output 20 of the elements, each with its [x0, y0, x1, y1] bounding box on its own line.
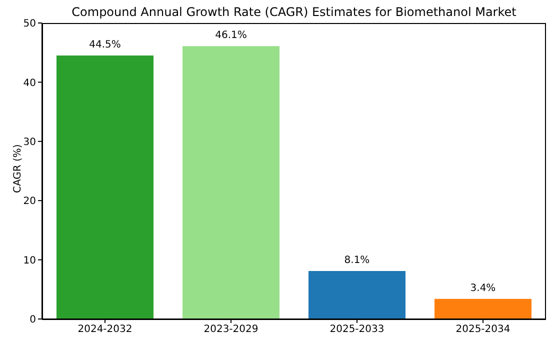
- y-tick-label: 10: [23, 255, 36, 266]
- bar: [434, 298, 532, 319]
- y-tick-label: 30: [23, 136, 36, 148]
- bar: [56, 56, 154, 319]
- bar: [308, 271, 406, 319]
- y-tick-label: 40: [23, 78, 36, 89]
- x-tick-label: 2023-2029: [204, 324, 258, 336]
- data-label: 8.1%: [344, 255, 370, 266]
- data-label: 44.5%: [89, 40, 121, 51]
- bar: [182, 46, 280, 319]
- y-axis-title: CAGR (%): [12, 144, 24, 193]
- x-tick-label: 2025-2033: [330, 324, 384, 336]
- chart-title: Compound Annual Growth Rate (CAGR) Estimates for Biomethanol Market: [70, 5, 518, 19]
- y-tick-label: 50: [23, 18, 36, 30]
- x-tick-label: 2025-2034: [456, 324, 510, 336]
- y-tick-label: 0: [30, 314, 36, 326]
- y-tick-label: 20: [23, 196, 36, 208]
- data-label: 46.1%: [215, 30, 247, 42]
- data-label: 3.4%: [470, 282, 496, 294]
- x-tick-label: 2024-2032: [78, 324, 132, 336]
